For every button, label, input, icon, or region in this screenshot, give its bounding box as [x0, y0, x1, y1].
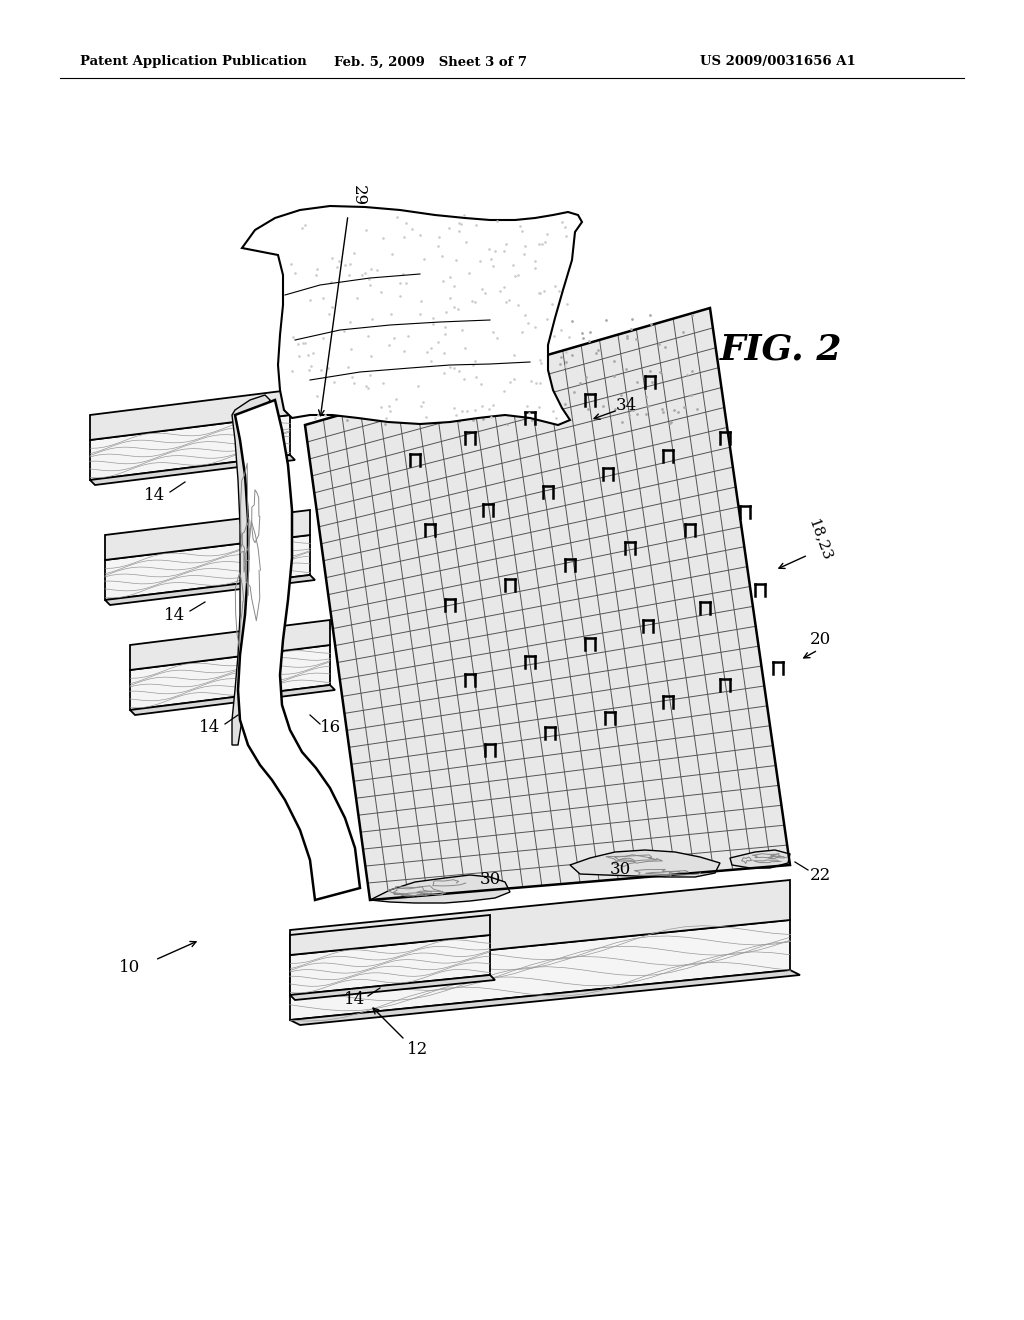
- Text: 10: 10: [120, 960, 140, 977]
- Polygon shape: [570, 850, 720, 876]
- Text: Patent Application Publication: Patent Application Publication: [80, 55, 307, 69]
- Text: 16: 16: [319, 719, 341, 737]
- Text: 22: 22: [809, 866, 830, 883]
- Polygon shape: [90, 414, 290, 480]
- Text: 20: 20: [809, 631, 830, 648]
- Text: 14: 14: [200, 719, 220, 737]
- Polygon shape: [105, 576, 315, 605]
- Polygon shape: [130, 685, 335, 715]
- Text: 29: 29: [349, 185, 367, 206]
- Text: 30: 30: [609, 862, 631, 879]
- Polygon shape: [234, 400, 360, 900]
- Text: 14: 14: [344, 991, 366, 1008]
- Polygon shape: [305, 308, 790, 900]
- Polygon shape: [242, 206, 582, 425]
- Polygon shape: [290, 975, 495, 1001]
- Polygon shape: [90, 389, 290, 440]
- Polygon shape: [290, 970, 800, 1026]
- Polygon shape: [232, 395, 270, 744]
- Text: 14: 14: [165, 606, 185, 623]
- Text: US 2009/0031656 A1: US 2009/0031656 A1: [700, 55, 856, 69]
- Polygon shape: [370, 875, 510, 903]
- Text: 12: 12: [408, 1041, 429, 1059]
- Polygon shape: [290, 915, 490, 954]
- Polygon shape: [90, 455, 295, 484]
- Text: 18,23: 18,23: [806, 517, 834, 562]
- Text: 14: 14: [144, 487, 166, 504]
- Text: Feb. 5, 2009   Sheet 3 of 7: Feb. 5, 2009 Sheet 3 of 7: [334, 55, 526, 69]
- Text: 34: 34: [615, 396, 637, 413]
- Polygon shape: [130, 620, 330, 671]
- Polygon shape: [105, 535, 310, 601]
- Polygon shape: [130, 645, 330, 710]
- Polygon shape: [290, 880, 790, 970]
- Polygon shape: [290, 935, 490, 995]
- Polygon shape: [730, 850, 790, 869]
- Text: FIG. 2: FIG. 2: [720, 333, 843, 367]
- Polygon shape: [105, 510, 310, 560]
- Text: 30: 30: [479, 871, 501, 888]
- Polygon shape: [290, 920, 790, 1020]
